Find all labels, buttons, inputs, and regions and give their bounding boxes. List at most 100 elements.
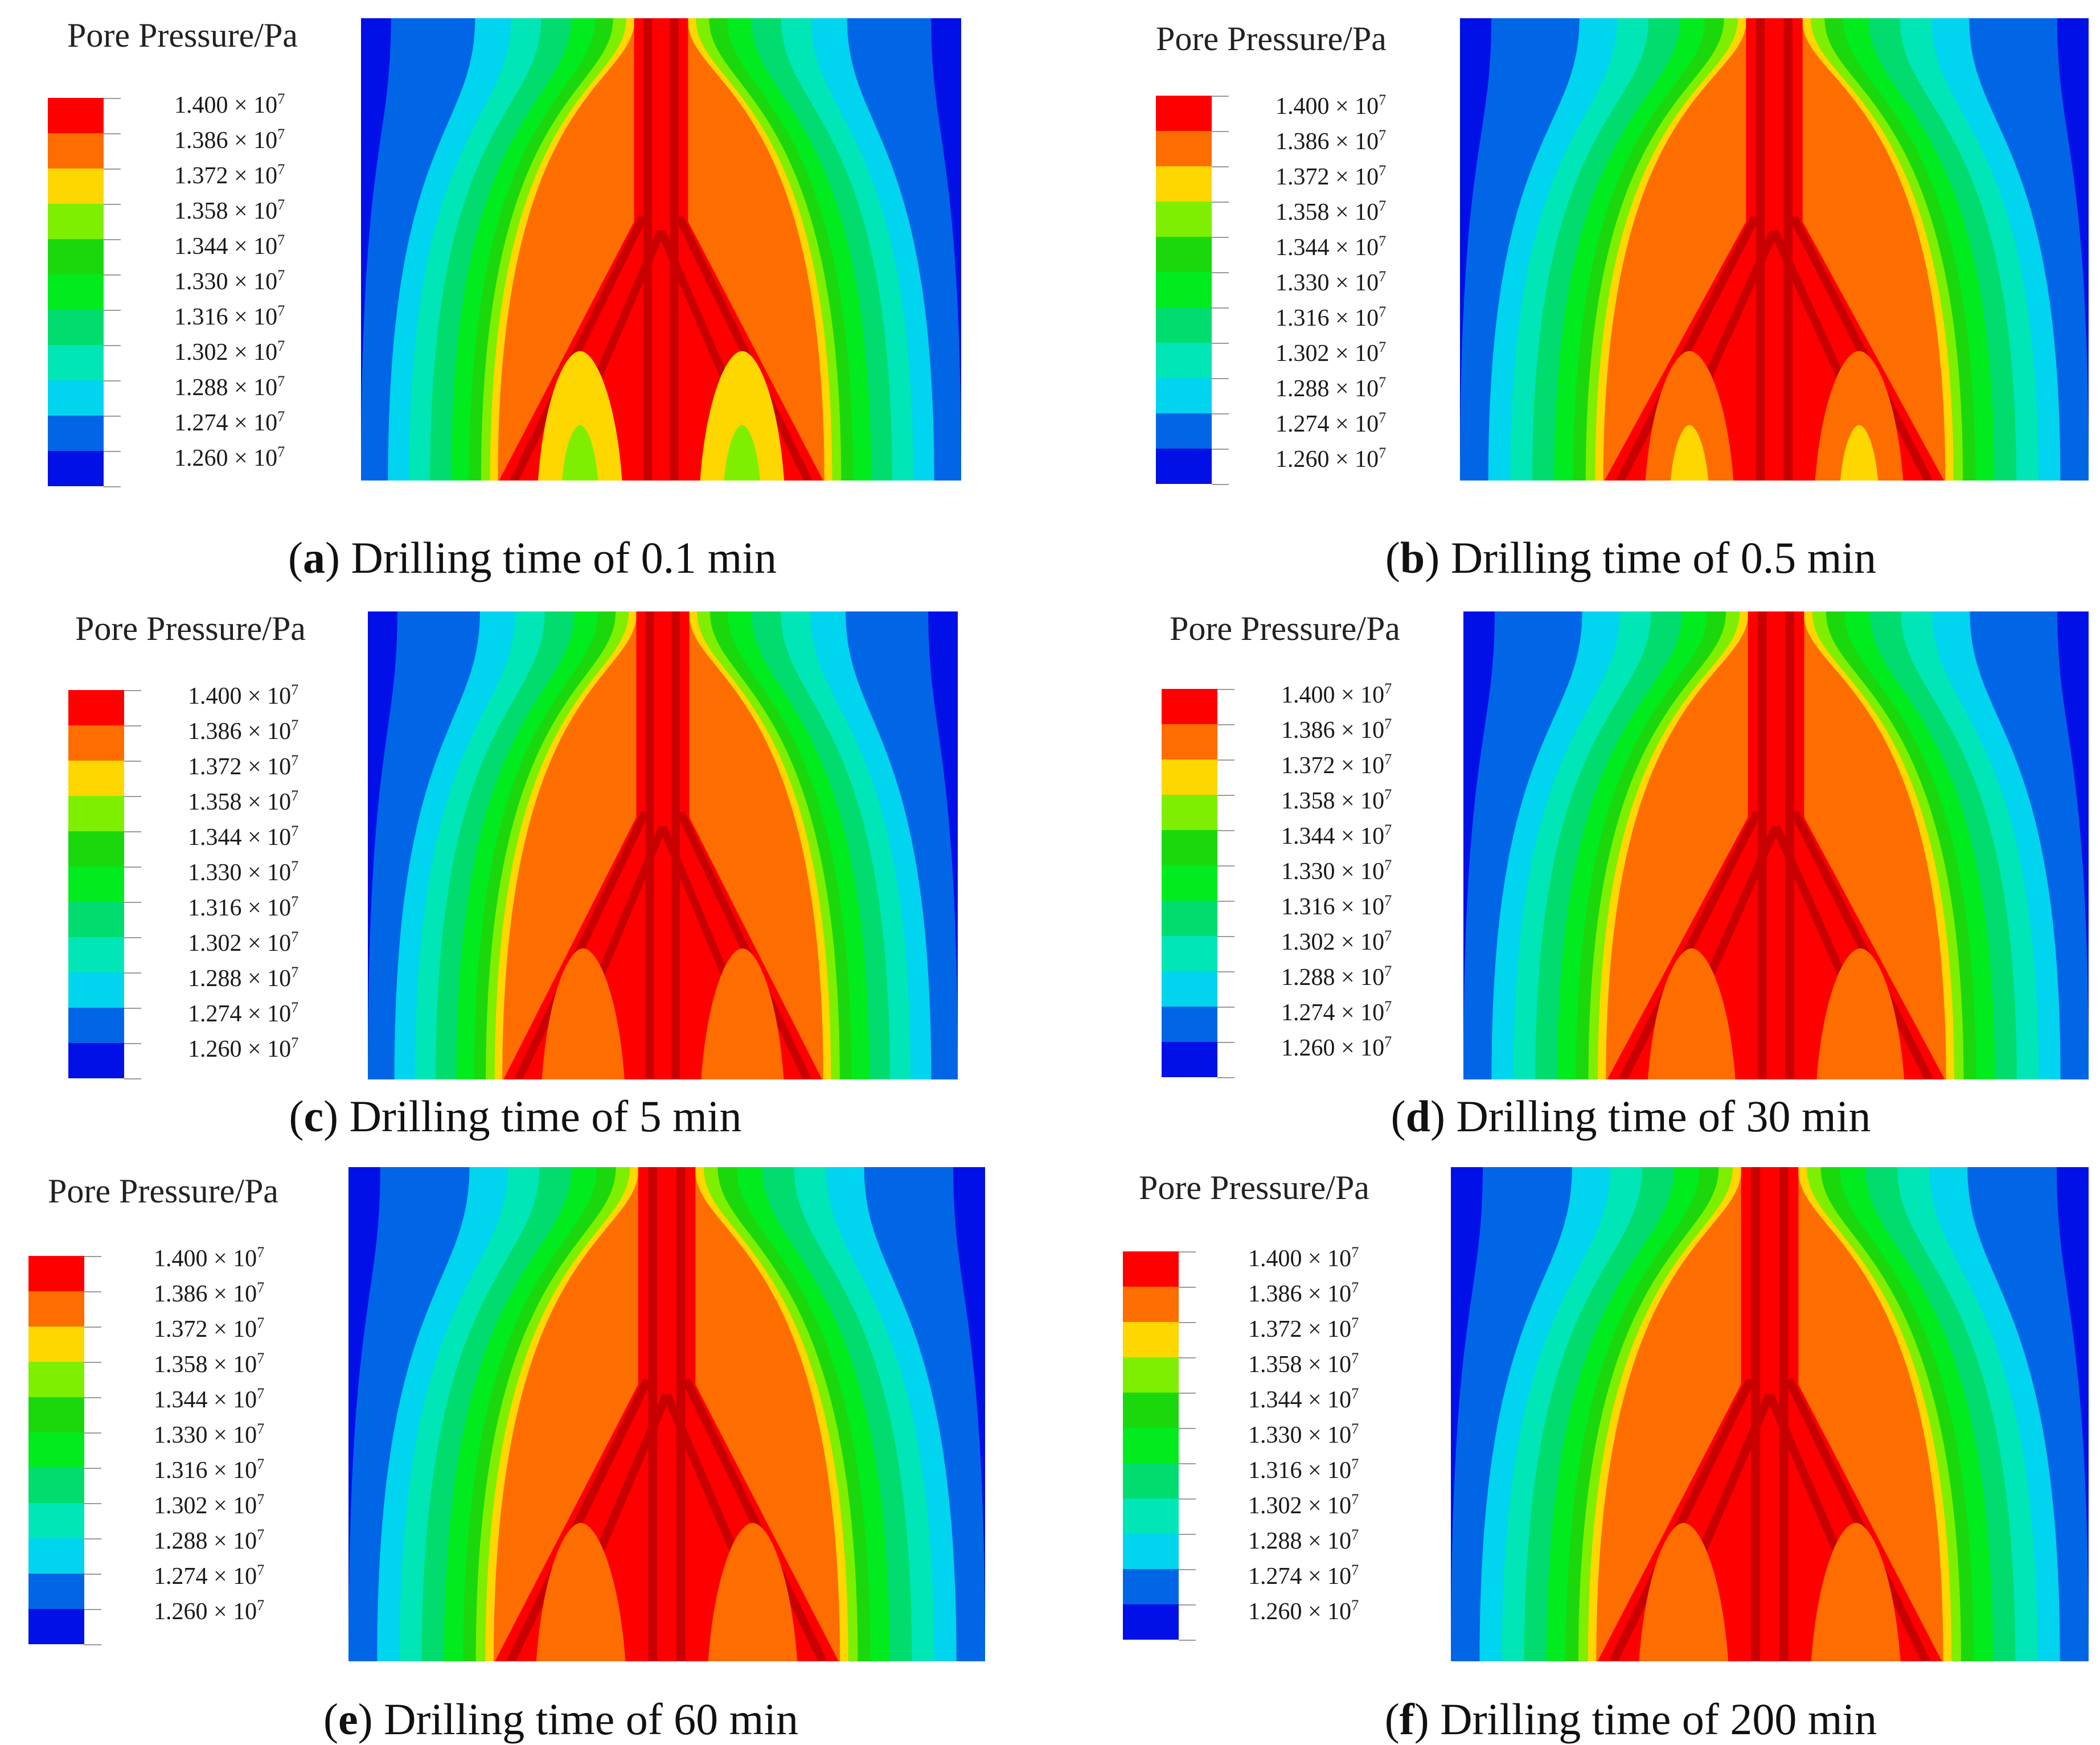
- legend-swatch: [1162, 865, 1217, 901]
- legend-label: 1.400 × 107: [174, 91, 285, 118]
- legend-swatch: [28, 1256, 84, 1291]
- legend-label-mantissa: 1.260 × 10: [1275, 446, 1379, 473]
- legend-swatch: [1156, 237, 1212, 272]
- legend-colorbar: [1162, 689, 1217, 1077]
- legend-label-mantissa: 1.386 × 10: [188, 718, 292, 745]
- legend-tick: [124, 796, 141, 797]
- legend-label: 1.274 × 107: [1281, 998, 1392, 1025]
- legend-label: 1.372 × 107: [1281, 752, 1392, 778]
- legend-label-exponent: 7: [277, 126, 285, 142]
- legend-label: 1.358 × 107: [154, 1351, 264, 1377]
- fracture-line: [510, 216, 647, 481]
- legend-label-exponent: 7: [1384, 1033, 1392, 1050]
- pore-pressure-contour-plot: [348, 1167, 985, 1661]
- fracture-line: [1609, 1378, 1755, 1661]
- legend-swatch: [1156, 413, 1212, 449]
- panel-d: Pore Pressure/Pa 1.400 × 107 1.386 × 107 1…: [1050, 592, 2100, 1173]
- legend-label-mantissa: 1.274 × 10: [154, 1563, 257, 1590]
- legend-swatch: [68, 937, 124, 972]
- legend-tick: [1212, 343, 1229, 344]
- legend-swatch: [1156, 343, 1212, 378]
- legend-tick: [1217, 865, 1234, 867]
- legend-swatch: [28, 1397, 84, 1432]
- legend-title: Pore Pressure/Pa: [75, 610, 306, 647]
- legend-label: 1.358 × 107: [1281, 787, 1392, 814]
- legend-label-mantissa: 1.372 × 10: [188, 754, 292, 780]
- legend-label-exponent: 7: [277, 444, 285, 460]
- legend-label: 1.386 × 107: [1275, 128, 1386, 155]
- legend-label: 1.302 × 107: [1275, 339, 1387, 366]
- legend-label-mantissa: 1.288 × 10: [1248, 1528, 1352, 1554]
- contour-svg: [368, 611, 958, 1079]
- legend-label-exponent: 7: [291, 787, 299, 804]
- legend-label-exponent: 7: [1379, 268, 1387, 285]
- legend-label: 1.330 × 107: [154, 1422, 264, 1448]
- legend-swatch: [28, 1362, 84, 1397]
- legend-label: 1.400 × 107: [154, 1245, 264, 1271]
- legend-label-mantissa: 1.316 × 10: [1281, 894, 1385, 920]
- legend-label-exponent: 7: [1351, 1526, 1359, 1543]
- legend-label-mantissa: 1.344 × 10: [1281, 823, 1385, 849]
- legend-label-mantissa: 1.260 × 10: [174, 445, 278, 471]
- legend-label-mantissa: 1.316 × 10: [174, 304, 278, 330]
- legend-label: 1.386 × 107: [174, 126, 285, 153]
- legend-swatch: [1162, 759, 1217, 795]
- legend-label-mantissa: 1.400 × 10: [1248, 1246, 1352, 1272]
- legend-label-mantissa: 1.400 × 10: [188, 683, 292, 709]
- legend-tick: [1179, 1322, 1196, 1323]
- legend-label: 1.400 × 107: [1281, 681, 1392, 708]
- contour-lobe: [1647, 948, 1736, 1079]
- legend-label-mantissa: 1.386 × 10: [1275, 129, 1379, 155]
- caption-text: Drilling time of 5 min: [349, 1091, 742, 1141]
- legend-swatch: [28, 1432, 84, 1468]
- legend-label-exponent: 7: [1351, 1315, 1359, 1331]
- legend-label: 1.302 × 107: [174, 338, 285, 365]
- legend-swatch: [1123, 1604, 1179, 1640]
- legend-swatch: [28, 1468, 84, 1503]
- legend-tick: [1212, 202, 1229, 203]
- legend-label-mantissa: 1.288 × 10: [154, 1528, 257, 1554]
- legend-tick: [104, 486, 121, 487]
- legend-swatch: [68, 761, 124, 796]
- legend-label-mantissa: 1.344 × 10: [1275, 235, 1379, 261]
- legend-label: 1.260 × 107: [1281, 1033, 1392, 1061]
- legend-tick: [1217, 830, 1234, 831]
- legend-label-exponent: 7: [1379, 339, 1387, 355]
- legend-label-exponent: 7: [1384, 998, 1392, 1015]
- legend-label: 1.330 × 107: [1281, 858, 1392, 884]
- legend-label-mantissa: 1.372 × 10: [174, 163, 278, 189]
- legend-label-exponent: 7: [277, 338, 285, 354]
- caption-text: Drilling time of 30 min: [1456, 1091, 1871, 1141]
- legend-label: 1.302 × 107: [1248, 1492, 1359, 1518]
- contour-lobe: [1816, 948, 1905, 1079]
- legend-label: 1.330 × 107: [1275, 268, 1387, 296]
- legend-label: 1.386 × 107: [154, 1280, 264, 1307]
- caption-text: Drilling time of 60 min: [384, 1694, 799, 1744]
- fracture-line: [1785, 1378, 1930, 1661]
- legend-label: 1.344 × 107: [174, 232, 285, 259]
- legend-label-exponent: 7: [1351, 1244, 1359, 1260]
- legend-label: 1.386 × 107: [188, 718, 298, 745]
- legend-tick: [104, 98, 121, 99]
- legend-tick: [1179, 1604, 1196, 1606]
- legend-label-exponent: 7: [291, 752, 299, 769]
- legend-label-exponent: 7: [277, 91, 285, 107]
- contour-lobe: [538, 351, 622, 481]
- legend-label-exponent: 7: [277, 232, 285, 248]
- legend-tick: [104, 310, 121, 311]
- legend-label-exponent: 7: [277, 267, 285, 284]
- legend-title: Pore Pressure/Pa: [1156, 20, 1387, 58]
- legend-label-exponent: 7: [257, 1562, 265, 1578]
- panel-letter: d: [1405, 1091, 1430, 1141]
- legend-title: Pore Pressure/Pa: [1170, 610, 1400, 647]
- legend-tick: [1217, 936, 1234, 937]
- legend-swatch: [48, 204, 104, 239]
- legend-label-mantissa: 1.330 × 10: [1275, 270, 1379, 296]
- legend-tick: [1217, 971, 1234, 972]
- legend-title: Pore Pressure/Pa: [1139, 1169, 1369, 1206]
- legend-tick: [1179, 1251, 1196, 1253]
- legend-swatch: [1162, 1042, 1217, 1077]
- legend-swatch: [1156, 307, 1212, 343]
- fracture-line: [1618, 811, 1762, 1079]
- legend-label-mantissa: 1.372 × 10: [154, 1316, 257, 1342]
